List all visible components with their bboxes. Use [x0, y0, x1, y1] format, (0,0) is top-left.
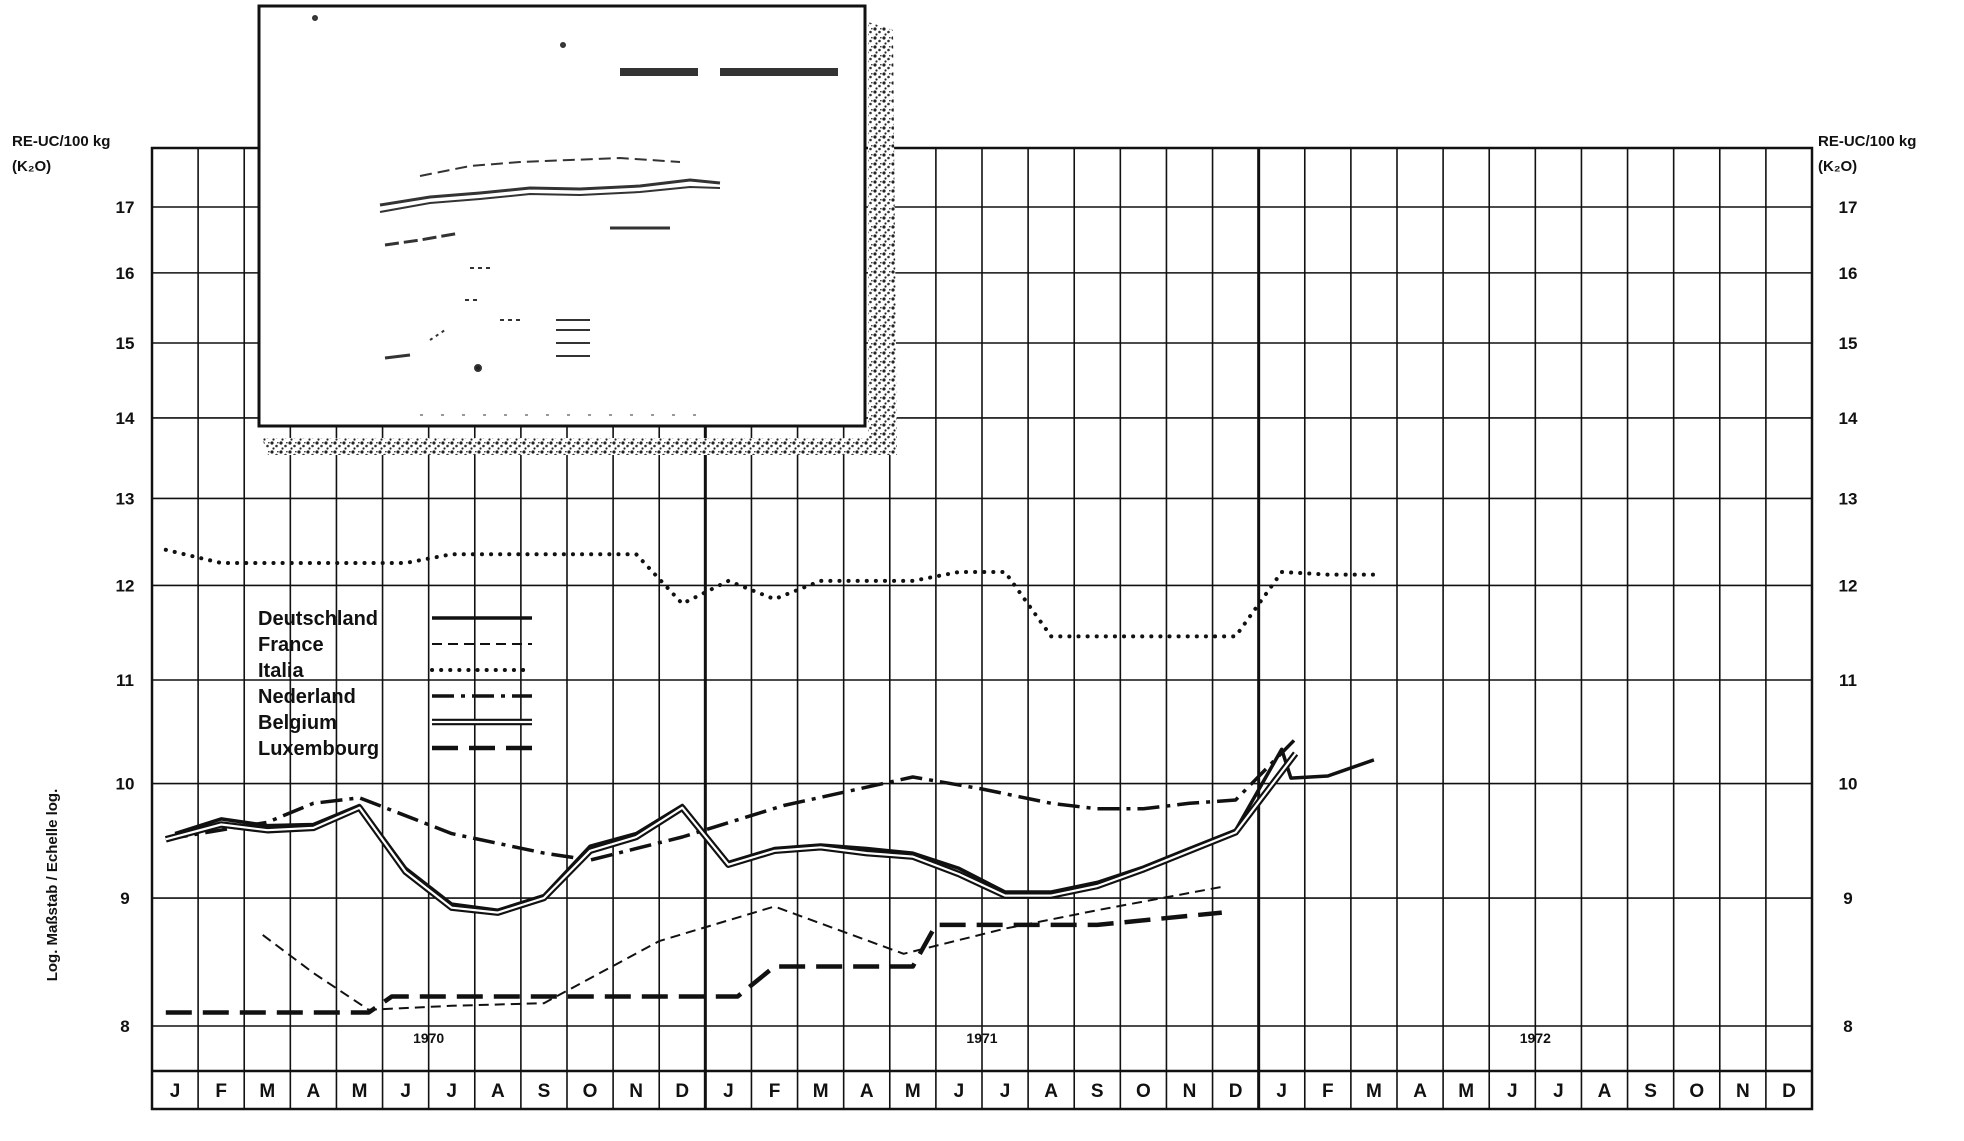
month-label: J [954, 1081, 965, 1102]
legend-label-italia: Italia [258, 660, 304, 682]
month-label: D [1782, 1081, 1796, 1102]
month-label: A [860, 1081, 874, 1102]
y-axis-unit-left: (K₂O) [12, 158, 51, 175]
y-tick-label-right: 12 [1839, 576, 1858, 595]
y-tick-label-left: 11 [116, 671, 134, 690]
month-label: J [1553, 1081, 1564, 1102]
month-label: O [583, 1081, 598, 1102]
month-label: A [307, 1081, 321, 1102]
month-label: A [1413, 1081, 1427, 1102]
series-line-belgium [164, 751, 1299, 916]
y-tick-label-right: 11 [1839, 671, 1857, 690]
y-tick-label-left: 14 [116, 409, 135, 428]
month-label: N [1736, 1081, 1750, 1102]
month-label: F [769, 1081, 781, 1102]
inset-photo [257, 4, 897, 455]
y-tick-label-left: 12 [116, 576, 135, 595]
y-tick-label-right: 15 [1839, 334, 1858, 353]
y-tick-label-left: 9 [120, 889, 129, 908]
y-tick-label-right: 14 [1839, 409, 1858, 428]
month-label: A [1044, 1081, 1058, 1102]
y-tick-label-right: 16 [1839, 264, 1858, 283]
month-label: M [1458, 1081, 1474, 1102]
y-tick-label-right: 8 [1843, 1017, 1852, 1036]
month-label: M [352, 1081, 368, 1102]
y-tick-label-right: 9 [1843, 889, 1852, 908]
y-tick-label-left: 15 [116, 334, 135, 353]
month-label: J [723, 1081, 734, 1102]
month-label: J [1000, 1081, 1011, 1102]
month-label: N [629, 1081, 643, 1102]
month-label: D [1229, 1081, 1243, 1102]
month-label: O [1689, 1081, 1704, 1102]
year-label: 1970 [413, 1030, 444, 1046]
y-tick-label-left: 16 [116, 264, 135, 283]
series-line-deutschland [174, 747, 1375, 912]
y-axis-label-left: RE-UC/100 kg [12, 133, 110, 150]
month-label: J [446, 1081, 457, 1102]
month-label: J [1276, 1081, 1287, 1102]
y-axis-title: Log. Maßstab / Echelle log. [44, 789, 61, 982]
month-label: M [813, 1081, 829, 1102]
series-layer [163, 547, 1376, 1015]
month-label: S [538, 1081, 551, 1102]
month-label: N [1183, 1081, 1197, 1102]
y-tick-label-left: 17 [116, 198, 135, 217]
legend-label-deutschland: Deutschland [258, 608, 378, 630]
month-label: M [1366, 1081, 1382, 1102]
month-label: S [1644, 1081, 1657, 1102]
month-label: M [905, 1081, 921, 1102]
legend-label-luxembourg: Luxembourg [258, 738, 379, 760]
month-label: S [1091, 1081, 1104, 1102]
y-tick-label-left: 8 [120, 1017, 129, 1036]
chart-legend: Deutschland France Italia Nederland Belgium L… [258, 608, 534, 760]
month-label: M [259, 1081, 275, 1102]
series-line-belgium-inner [165, 752, 1297, 914]
month-label: D [675, 1081, 689, 1102]
month-label: J [170, 1081, 181, 1102]
legend-label-france: France [258, 634, 324, 656]
year-label: 1971 [966, 1030, 997, 1046]
series-line-nederland [165, 737, 1297, 862]
y-tick-label-left: 13 [116, 489, 135, 508]
month-label: A [1598, 1081, 1612, 1102]
series-line-france [262, 885, 1227, 1011]
series-line-luxembourg [165, 910, 1223, 1015]
y-tick-label-right: 10 [1839, 775, 1858, 794]
year-label: 1972 [1520, 1030, 1551, 1046]
y-tick-label-right: 13 [1839, 489, 1858, 508]
y-axis-unit-right: (K₂O) [1818, 158, 1857, 175]
y-tick-label-right: 17 [1839, 198, 1858, 217]
month-label: O [1136, 1081, 1151, 1102]
month-label: A [491, 1081, 505, 1102]
y-tick-label-left: 10 [116, 775, 135, 794]
month-label: J [400, 1081, 411, 1102]
legend-label-belgium: Belgium [258, 712, 337, 734]
month-label: F [1322, 1081, 1334, 1102]
legend-label-nederland: Nederland [258, 686, 356, 708]
month-label: F [215, 1081, 227, 1102]
series-line-italia [163, 547, 1376, 639]
inset-marks [312, 15, 838, 416]
month-label: J [1507, 1081, 1518, 1102]
y-axis-label-right: RE-UC/100 kg [1818, 133, 1916, 150]
